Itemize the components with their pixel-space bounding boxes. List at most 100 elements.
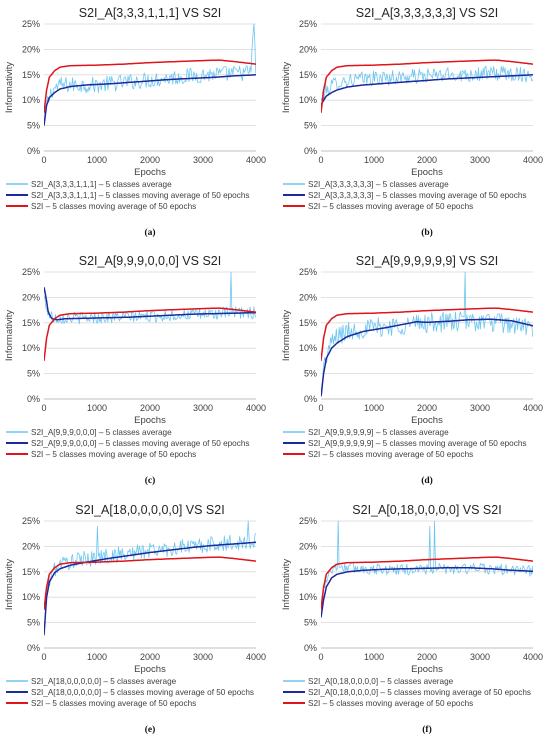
y-tick-label: 25%: [299, 267, 317, 277]
x-axis-label: Epochs: [411, 664, 443, 675]
legend-entry: S2I – 5 classes moving average of 50 epo…: [31, 202, 196, 211]
series-line: [44, 23, 256, 124]
plot-area: [44, 23, 256, 126]
legend-entry: S2I_A[9,9,9,0,0,0] – 5 classes moving av…: [31, 439, 249, 448]
y-tick-label: 0%: [304, 643, 317, 653]
x-tick-label: 1000: [87, 652, 107, 662]
panel-label: (e): [145, 724, 156, 735]
x-axis-label: Epochs: [411, 167, 443, 178]
series-line: [321, 65, 533, 102]
panel-label: (a): [144, 227, 155, 238]
series-line: [44, 59, 256, 113]
chart-title: S2I_A[3,3,3,3,3,3] VS S2I: [356, 6, 498, 20]
legend-entry: S2I – 5 classes moving average of 50 epo…: [31, 699, 196, 708]
y-tick-label: 25%: [299, 19, 317, 29]
legend-entry: S2I – 5 classes moving average of 50 epo…: [308, 699, 473, 708]
series-line: [321, 556, 533, 610]
x-tick-label: 3000: [193, 403, 213, 413]
x-tick-label: 4000: [523, 403, 543, 413]
plot-area: [321, 271, 533, 397]
chart-panel: S2I_A[3,3,3,3,3,3] VS S2I 0% 5% 10% 15% 20% 25…: [281, 6, 543, 238]
plot-area: [321, 59, 533, 113]
y-tick-label: 15%: [22, 318, 40, 328]
panel-label: (b): [421, 227, 433, 238]
series-line: [321, 318, 533, 397]
y-tick-label: 0%: [304, 146, 317, 156]
chart-title: S2I_A[3,3,3,1,1,1] VS S2I: [79, 6, 221, 20]
x-tick-label: 4000: [246, 155, 266, 165]
x-tick-label: 0: [318, 652, 323, 662]
chart-panel: S2I_A[3,3,3,1,1,1] VS S2I 0% 5% 10% 15% 20% 25…: [4, 6, 266, 238]
y-tick-label: 25%: [22, 267, 40, 277]
x-tick-label: 1000: [364, 403, 384, 413]
x-axis-label: Epochs: [134, 664, 166, 675]
y-tick-label: 25%: [299, 516, 317, 526]
y-tick-label: 0%: [27, 643, 40, 653]
x-tick-label: 1000: [364, 155, 384, 165]
x-tick-label: 3000: [470, 403, 490, 413]
x-tick-label: 4000: [246, 403, 266, 413]
plot-area: [321, 520, 533, 618]
y-tick-label: 15%: [22, 70, 40, 80]
x-tick-label: 3000: [193, 155, 213, 165]
y-tick-label: 15%: [22, 567, 40, 577]
y-tick-label: 5%: [27, 121, 40, 131]
legend-entry: S2I_A[3,3,3,3,3,3] – 5 classes moving av…: [308, 191, 526, 200]
x-tick-label: 2000: [417, 155, 437, 165]
y-tick-label: 10%: [22, 592, 40, 602]
x-tick-label: 0: [318, 403, 323, 413]
plot-area: [44, 271, 256, 361]
y-tick-label: 20%: [22, 44, 40, 54]
series-line: [321, 566, 533, 618]
legend-entry: S2I_A[9,9,9,9,9,9] – 5 classes average: [308, 428, 449, 437]
y-tick-label: 20%: [22, 292, 40, 302]
y-tick-label: 5%: [27, 369, 40, 379]
y-tick-label: 0%: [27, 394, 40, 404]
x-tick-label: 2000: [417, 652, 437, 662]
chart-panel: S2I_A[9,9,9,9,9,9] VS S2I 0% 5% 10% 15% 20% 25…: [281, 254, 543, 486]
y-tick-label: 15%: [299, 567, 317, 577]
x-tick-label: 2000: [417, 403, 437, 413]
y-tick-label: 15%: [299, 318, 317, 328]
legend-entry: S2I_A[9,9,9,0,0,0] – 5 classes average: [31, 428, 172, 437]
y-tick-label: 25%: [22, 516, 40, 526]
y-tick-label: 5%: [304, 618, 317, 628]
x-tick-label: 4000: [523, 155, 543, 165]
y-tick-label: 20%: [299, 541, 317, 551]
x-tick-label: 4000: [523, 652, 543, 662]
x-tick-label: 2000: [140, 155, 160, 165]
y-axis-label: Informativity: [4, 559, 15, 610]
y-axis-label: Informativity: [281, 310, 292, 361]
chart-panel: S2I_A[0,18,0,0,0,0] VS S2I 0% 5% 10% 15% 20% 2…: [281, 503, 543, 735]
x-tick-label: 0: [41, 155, 46, 165]
x-tick-label: 4000: [246, 652, 266, 662]
y-tick-label: 10%: [22, 343, 40, 353]
y-tick-label: 20%: [22, 541, 40, 551]
legend-entry: S2I_A[9,9,9,9,9,9] – 5 classes moving av…: [308, 439, 526, 448]
y-tick-label: 0%: [304, 394, 317, 404]
y-axis-label: Informativity: [281, 559, 292, 610]
x-axis-label: Epochs: [411, 415, 443, 426]
series-line: [44, 556, 256, 610]
x-tick-label: 0: [41, 403, 46, 413]
series-line: [321, 271, 533, 395]
x-tick-label: 3000: [193, 652, 213, 662]
y-tick-label: 10%: [299, 592, 317, 602]
series-line: [44, 74, 256, 126]
x-tick-label: 1000: [87, 155, 107, 165]
panel-label: (d): [421, 475, 433, 486]
x-tick-label: 2000: [140, 652, 160, 662]
y-axis-label: Informativity: [4, 62, 15, 113]
x-tick-label: 1000: [364, 652, 384, 662]
x-tick-label: 3000: [470, 155, 490, 165]
chart-title: S2I_A[18,0,0,0,0,0] VS S2I: [75, 503, 224, 517]
legend-entry: S2I – 5 classes moving average of 50 epo…: [31, 450, 196, 459]
y-tick-label: 15%: [299, 70, 317, 80]
series-line: [321, 74, 533, 106]
chart-panel: S2I_A[9,9,9,0,0,0] VS S2I 0% 5% 10% 15% 20% 25…: [4, 254, 266, 486]
legend-entry: S2I – 5 classes moving average of 50 epo…: [308, 202, 473, 211]
y-tick-label: 20%: [299, 292, 317, 302]
x-axis-label: Epochs: [134, 415, 166, 426]
y-tick-label: 10%: [299, 95, 317, 105]
